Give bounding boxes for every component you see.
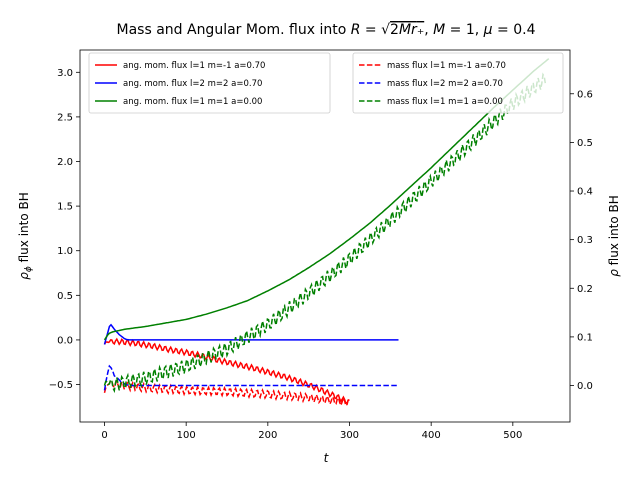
x-tick-label: 300 <box>340 430 359 441</box>
series-line-5 <box>103 364 399 391</box>
x-tick-label: 400 <box>422 430 441 441</box>
y-left-tick-label: 2.5 <box>57 112 73 123</box>
legend-entry: ang. mom. flux l=1 m=-1 a=0.70 <box>123 61 265 71</box>
series-line-1 <box>103 337 350 405</box>
y-left-tick-label: −0.5 <box>49 380 73 391</box>
y-left-tick-label: 1.0 <box>57 246 73 257</box>
x-axis-label: t <box>324 451 330 465</box>
x-tick-label: 100 <box>177 430 196 441</box>
y-right-axis-ticks: 0.0 0.1 0.2 0.3 0.4 0.5 0.6 <box>570 89 593 392</box>
y-left-tick-label: 3.0 <box>57 68 73 79</box>
series-line-3 <box>103 58 550 341</box>
legend-right: mass flux l=1 m=-1 a=0.70 mass flux l=2 m… <box>352 52 564 114</box>
chart-title: Mass and Angular Mom. flux into R = √2Mr… <box>117 22 536 38</box>
series-line-2 <box>103 323 399 345</box>
legend-left: ang. mom. flux l=1 m=-1 a=0.70 ang. mom. … <box>88 52 331 114</box>
legend-entry: mass flux l=1 m=1 a=0.00 <box>387 97 503 107</box>
legend-box <box>352 52 564 114</box>
plot-lines <box>103 58 550 408</box>
legend-entry: mass flux l=2 m=2 a=0.70 <box>387 79 503 89</box>
legend-entry: mass flux l=1 m=-1 a=0.70 <box>387 61 506 71</box>
legend-entry: ang. mom. flux l=1 m=1 a=0.00 <box>123 97 262 107</box>
y-right-tick-label: 0.0 <box>577 381 593 392</box>
y-right-tick-label: 0.2 <box>577 284 593 295</box>
y-left-tick-label: 0.5 <box>57 291 73 302</box>
y-left-axis-ticks: −0.5 0.0 0.5 1.0 1.5 2.0 2.5 3.0 <box>49 68 80 391</box>
y-left-tick-label: 1.5 <box>57 202 73 213</box>
legend-box <box>88 52 331 114</box>
y-right-axis-label: ρ flux into BH <box>607 195 621 277</box>
x-tick-label: 500 <box>503 430 522 441</box>
x-axis-ticks: 0 100 200 300 400 500 <box>101 422 522 441</box>
plot-frame <box>79 49 571 423</box>
y-right-tick-label: 0.5 <box>577 138 593 149</box>
series-line-6 <box>103 72 547 394</box>
y-right-tick-label: 0.3 <box>577 235 593 246</box>
y-left-tick-label: 0.0 <box>57 335 73 346</box>
x-tick-label: 200 <box>258 430 277 441</box>
x-tick-label: 0 <box>101 430 107 441</box>
series-line-4 <box>103 378 350 408</box>
y-right-tick-label: 0.1 <box>577 332 593 343</box>
y-right-tick-label: 0.6 <box>577 89 593 100</box>
legend-entry: ang. mom. flux l=2 m=2 a=0.70 <box>123 79 262 89</box>
y-left-axis-label: ρϕ flux into BH <box>17 192 34 280</box>
y-right-tick-label: 0.4 <box>577 187 593 198</box>
y-left-tick-label: 2.0 <box>57 157 73 168</box>
